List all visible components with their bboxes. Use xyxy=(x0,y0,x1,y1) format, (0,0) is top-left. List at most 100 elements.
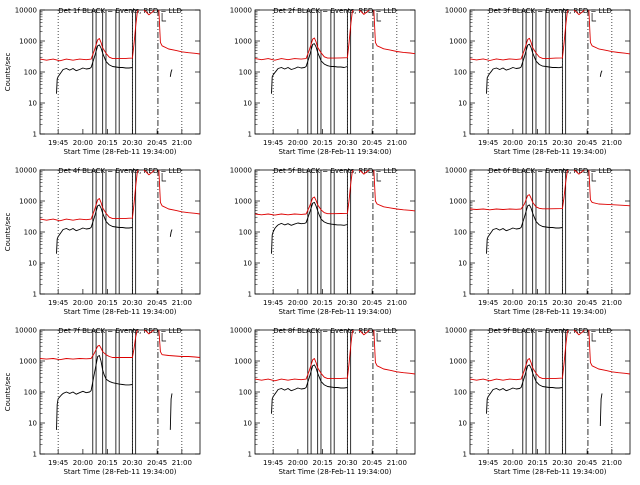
y-tick-label: 1 xyxy=(248,131,252,139)
x-tick-label: 21:00 xyxy=(172,139,192,147)
x-tick-label: 20:15 xyxy=(313,299,333,307)
y-tick-label: 1 xyxy=(463,291,467,299)
series-line-events xyxy=(486,364,563,414)
series-line-lld xyxy=(255,170,415,216)
bracket-mark xyxy=(591,173,597,182)
x-tick-label: 20:45 xyxy=(147,299,167,307)
y-tick-label: 10000 xyxy=(445,7,467,15)
plot-frame xyxy=(254,169,416,295)
panel-title: Det 3f BLACK = Events, RED = LLD xyxy=(488,7,611,15)
x-tick-label: 20:15 xyxy=(98,459,118,467)
panel-title: Det 6f BLACK = Events, RED = LLD xyxy=(488,167,611,175)
plot-frame xyxy=(39,9,201,135)
y-tick-label: 1 xyxy=(248,451,252,459)
panel-title: Det 1f BLACK = Events, RED = LLD xyxy=(58,7,181,15)
x-tick-label: 20:45 xyxy=(577,299,597,307)
y-tick-label: 10000 xyxy=(230,167,252,175)
bracket-mark xyxy=(161,333,167,342)
y-tick-label: 10 xyxy=(458,260,467,268)
detector-panel-2: Det 2f BLACK = Events, RED = LLD 1 10 100 10… xyxy=(230,7,416,156)
x-tick-label: 20:00 xyxy=(503,299,523,307)
x-axis-label: Start Time (28-Feb-11 19:34:00) xyxy=(278,148,391,156)
x-tick-label: 19:45 xyxy=(263,459,283,467)
x-axis-label: Start Time (28-Feb-11 19:34:00) xyxy=(63,468,176,476)
x-tick-label: 20:30 xyxy=(122,459,142,467)
y-tick-label: 1000 xyxy=(19,198,37,206)
x-tick-label: 20:00 xyxy=(288,459,308,467)
bracket-mark xyxy=(376,173,382,182)
x-tick-label: 19:45 xyxy=(48,139,68,147)
x-tick-label: 20:30 xyxy=(337,299,357,307)
x-tick-label: 20:30 xyxy=(122,299,142,307)
detector-panel-4: Det 4f BLACK = Events, RED = LLD 1 10 100 10… xyxy=(4,167,201,316)
y-tick-label: 100 xyxy=(24,229,37,237)
x-tick-label: 20:15 xyxy=(528,139,548,147)
bracket-mark xyxy=(591,13,597,22)
x-tick-label: 19:45 xyxy=(263,299,283,307)
x-tick-label: 20:45 xyxy=(577,139,597,147)
y-tick-label: 10 xyxy=(28,100,37,108)
x-tick-label: 20:15 xyxy=(98,139,118,147)
x-tick-label: 21:00 xyxy=(387,139,407,147)
panel-title: Det 7f BLACK = Events, RED = LLD xyxy=(58,327,181,335)
y-tick-label: 10 xyxy=(458,100,467,108)
detector-panel-5: Det 5f BLACK = Events, RED = LLD 1 10 100 10… xyxy=(230,167,416,316)
series-line-events xyxy=(169,229,173,237)
x-tick-label: 20:30 xyxy=(552,459,572,467)
x-tick-label: 20:00 xyxy=(288,299,308,307)
bracket-mark xyxy=(591,333,597,342)
plot-frame xyxy=(39,329,201,455)
x-tick-label: 21:00 xyxy=(602,459,622,467)
detector-panel-1: Det 1f BLACK = Events, RED = LLD 1 10 100 10… xyxy=(4,7,201,156)
y-tick-label: 100 xyxy=(454,69,467,77)
series-line-lld xyxy=(470,10,630,61)
x-tick-label: 20:45 xyxy=(147,139,167,147)
series-line-events xyxy=(56,355,133,430)
y-tick-label: 1 xyxy=(248,291,252,299)
series-line-lld xyxy=(40,330,200,361)
x-tick-label: 20:45 xyxy=(147,459,167,467)
x-tick-label: 19:45 xyxy=(478,139,498,147)
series-line-events xyxy=(486,204,563,254)
bracket-mark xyxy=(376,13,382,22)
series-line-lld xyxy=(40,10,200,62)
series-line-events xyxy=(271,201,348,254)
detector-panel-9: Det 9f BLACK = Events, RED = LLD 1 10 100 10… xyxy=(445,327,631,476)
y-tick-label: 10000 xyxy=(445,327,467,335)
x-axis-label: Start Time (28-Feb-11 19:34:00) xyxy=(63,308,176,316)
x-tick-label: 20:30 xyxy=(337,459,357,467)
series-line-events xyxy=(169,69,173,77)
plot-frame xyxy=(469,9,631,135)
y-tick-label: 100 xyxy=(24,389,37,397)
series-line-events xyxy=(271,364,348,414)
series-line-lld xyxy=(470,330,630,382)
y-axis-label: Counts/sec xyxy=(4,213,12,252)
y-tick-label: 100 xyxy=(24,69,37,77)
x-tick-label: 20:15 xyxy=(313,139,333,147)
y-tick-label: 10000 xyxy=(230,327,252,335)
y-tick-label: 10000 xyxy=(230,7,252,15)
y-axis-label: Counts/sec xyxy=(4,373,12,412)
plot-frame xyxy=(39,169,201,295)
x-tick-label: 20:15 xyxy=(313,459,333,467)
x-tick-label: 21:00 xyxy=(172,299,192,307)
x-tick-label: 20:00 xyxy=(73,299,93,307)
y-tick-label: 10 xyxy=(458,420,467,428)
x-axis-label: Start Time (28-Feb-11 19:34:00) xyxy=(278,308,391,316)
panel-title: Det 9f BLACK = Events, RED = LLD xyxy=(488,327,611,335)
y-tick-label: 100 xyxy=(454,389,467,397)
x-tick-label: 20:45 xyxy=(362,299,382,307)
y-tick-label: 10000 xyxy=(15,327,37,335)
detector-panel-7: Det 7f BLACK = Events, RED = LLD 1 10 100 10… xyxy=(4,327,201,476)
series-line-events xyxy=(56,44,133,94)
y-tick-label: 100 xyxy=(239,389,252,397)
y-tick-label: 1000 xyxy=(234,198,252,206)
x-axis-label: Start Time (28-Feb-11 19:34:00) xyxy=(63,148,176,156)
x-tick-label: 20:00 xyxy=(73,459,93,467)
y-tick-label: 100 xyxy=(239,229,252,237)
y-tick-label: 10000 xyxy=(445,167,467,175)
panel-title: Det 2f BLACK = Events, RED = LLD xyxy=(273,7,396,15)
y-tick-label: 1000 xyxy=(234,358,252,366)
